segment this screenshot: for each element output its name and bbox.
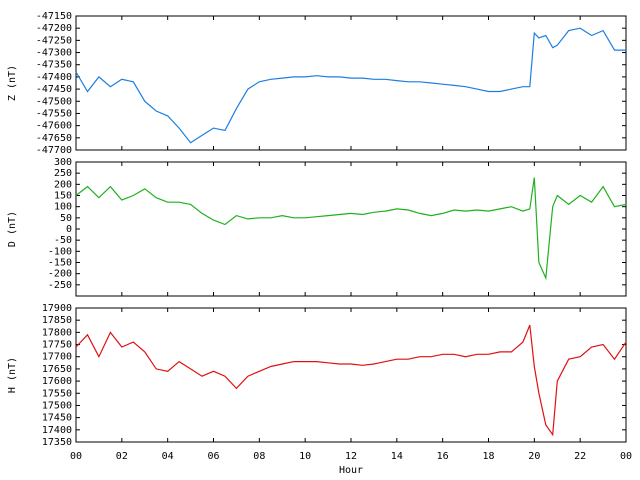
y-tick-label: -47200 [36,23,72,34]
y-tick-label: 100 [54,202,72,213]
y-tick-label: 17400 [42,425,72,436]
x-tick-label: 00 [620,451,632,462]
plot-frame [75,161,627,297]
y-tick-label: 300 [54,157,72,168]
x-tick-label: 04 [162,451,174,462]
data-line [75,177,627,281]
y-tick-label: -47600 [36,121,72,132]
y-tick-label: 17650 [42,364,72,375]
x-tick-label: 06 [207,451,219,462]
y-tick-label: 0 [66,224,72,235]
y-tick-label: 17750 [42,340,72,351]
y-tick-label: 250 [54,168,72,179]
y-tick-label: -47400 [36,72,72,83]
y-tick-label: 17850 [42,315,72,326]
y-tick-label: -47250 [36,35,72,46]
x-tick-label: 10 [299,451,311,462]
x-tick-label: 08 [253,451,265,462]
data-line [75,27,626,144]
y-tick-label: 17900 [42,303,72,314]
y-tick-label: -47550 [36,108,72,119]
plot-frame [75,307,627,443]
y-tick-label: 150 [54,191,72,202]
y-tick-label: -250 [48,280,72,291]
y-axis-label: H (nT) [7,357,18,393]
x-tick-label: 20 [528,451,540,462]
y-tick-label: -200 [48,269,72,280]
y-axis-label: D (nT) [7,211,18,247]
y-tick-label: 17600 [42,376,72,387]
y-tick-label: 17450 [42,413,72,424]
x-tick-label: 02 [116,451,128,462]
x-tick-label: 00 [70,451,82,462]
x-tick-label: 16 [437,451,449,462]
y-tick-label: -47700 [36,145,72,156]
y-tick-label: 17700 [42,352,72,363]
y-tick-label: -50 [54,235,72,246]
y-tick-label: 17500 [42,400,72,411]
y-tick-label: 17550 [42,388,72,399]
y-tick-label: 17350 [42,437,72,448]
y-tick-label: -150 [48,258,72,269]
x-axis-label: Hour [339,465,363,476]
x-tick-label: 14 [391,451,403,462]
x-tick-label: 22 [574,451,586,462]
data-line [75,324,627,437]
y-tick-label: 50 [60,213,72,224]
y-axis-label: Z (nT) [7,65,18,101]
x-tick-label: 18 [482,451,494,462]
y-tick-label: -47350 [36,60,72,71]
y-tick-label: -47500 [36,96,72,107]
x-tick-label: 12 [345,451,357,462]
y-tick-label: -47150 [36,11,72,22]
y-tick-label: -47650 [36,133,72,144]
y-tick-label: -47300 [36,48,72,59]
y-tick-label: -100 [48,246,72,257]
y-tick-label: 17800 [42,327,72,338]
y-tick-label: -47450 [36,84,72,95]
y-tick-label: 200 [54,179,72,190]
